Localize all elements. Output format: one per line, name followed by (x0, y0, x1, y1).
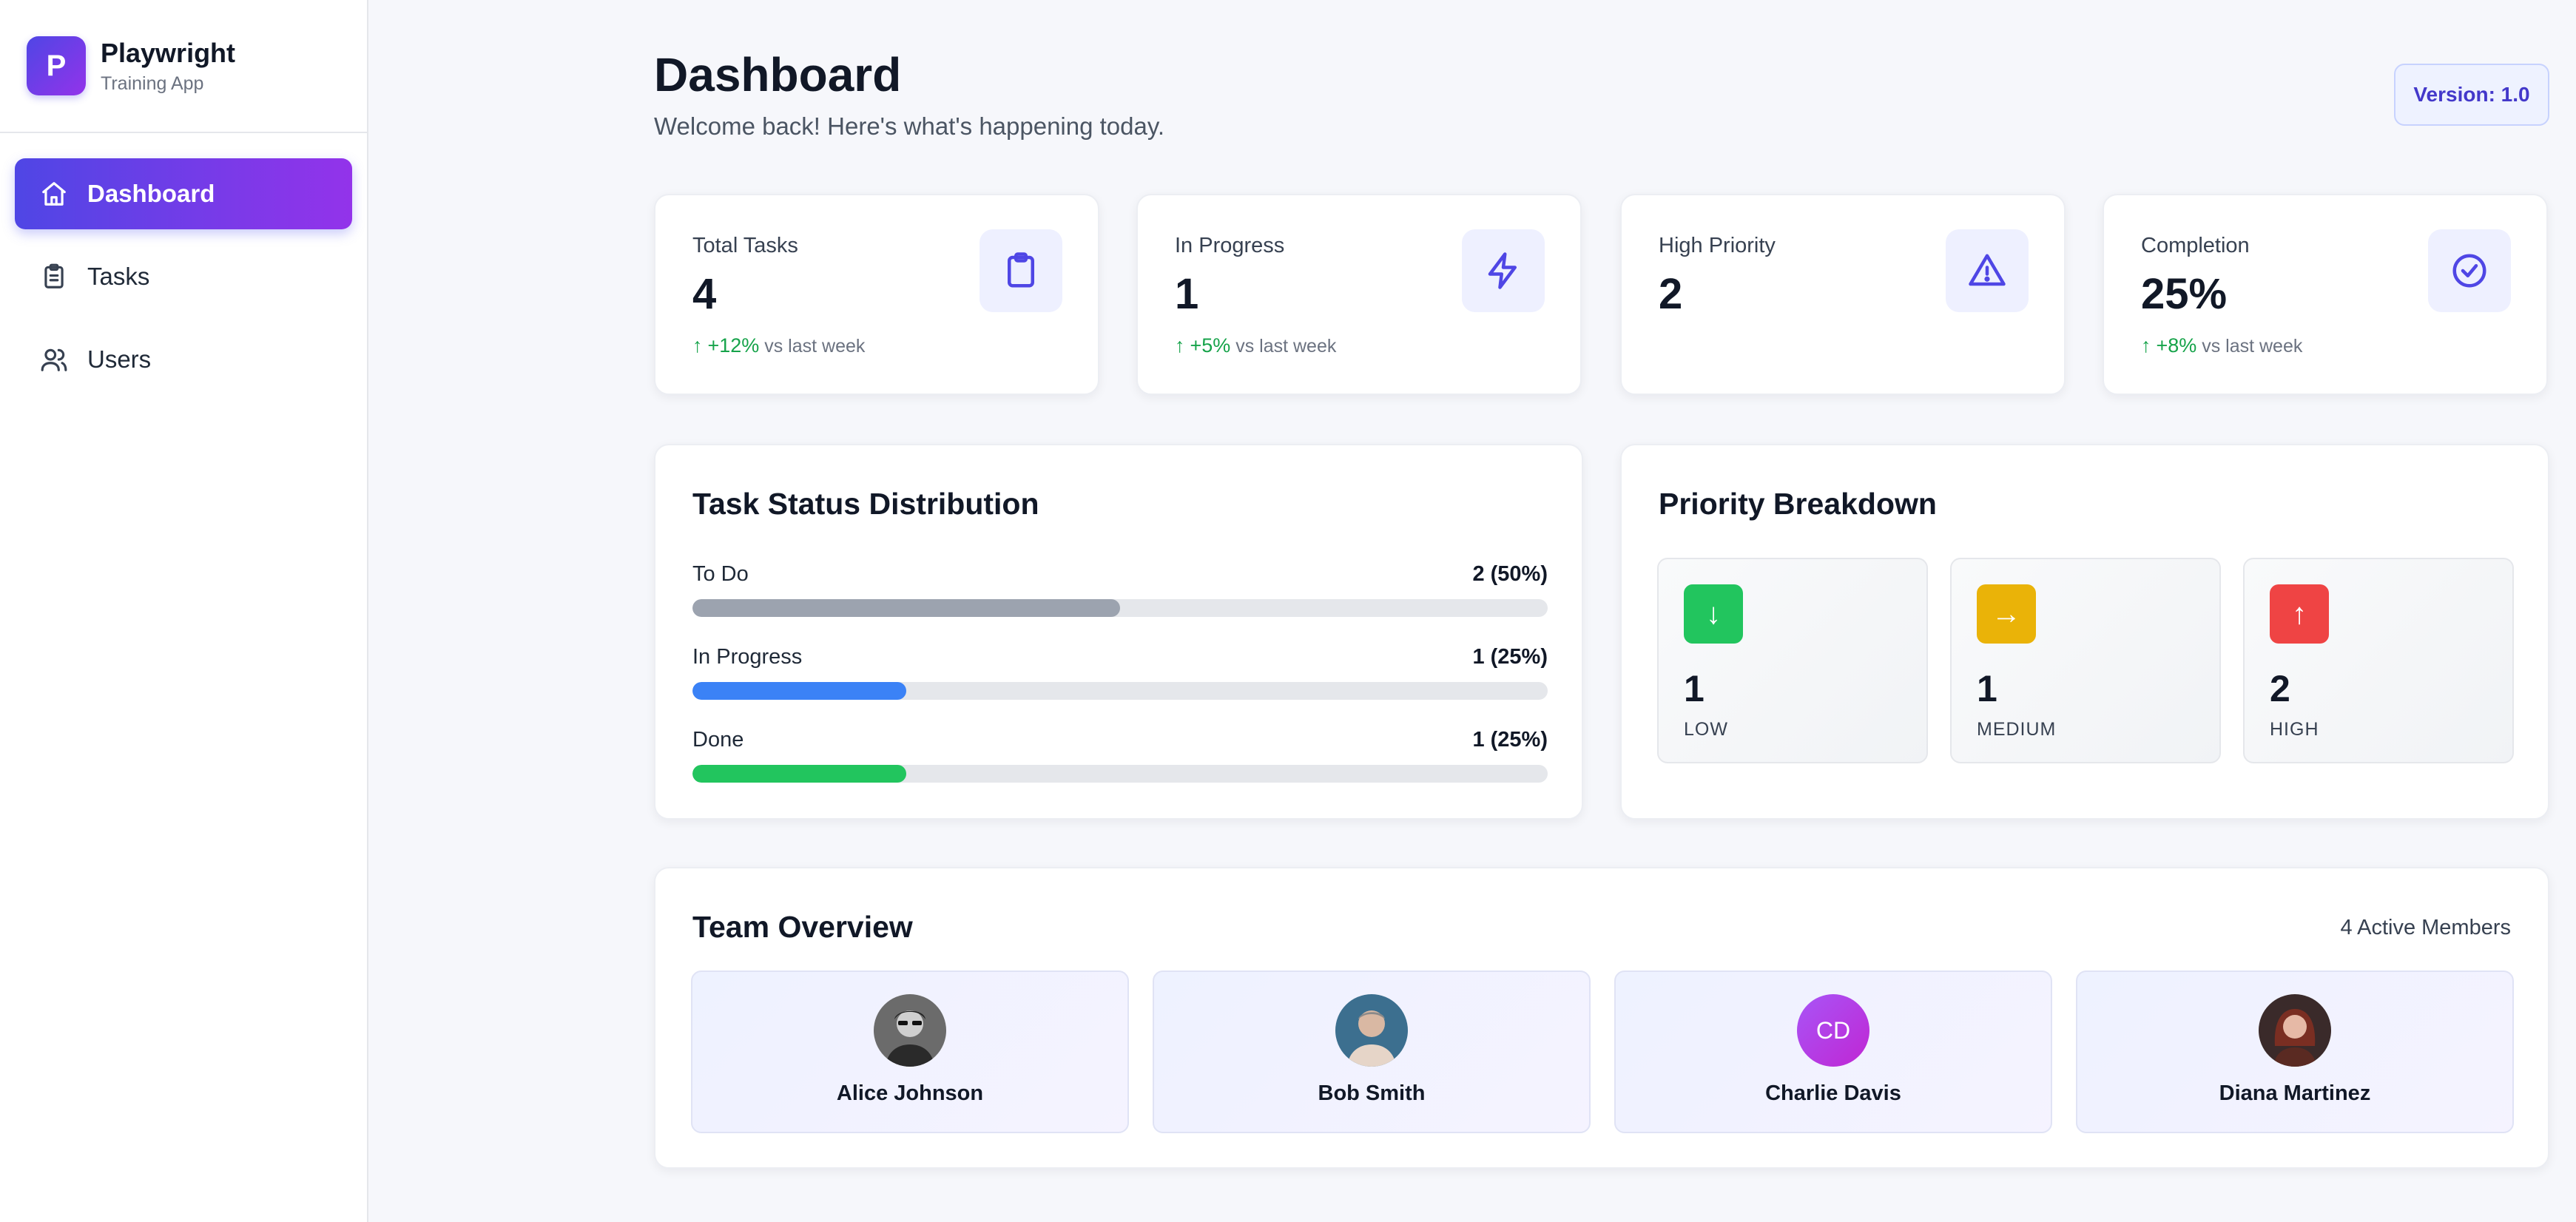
sidebar-nav: Dashboard Tasks Users (0, 133, 367, 432)
stat-label: Completion (2141, 234, 2250, 257)
panel-title: Team Overview (692, 910, 913, 944)
priority-count: 2 (2270, 668, 2290, 709)
priority-breakdown-panel: Priority Breakdown ↓ 1 LOW → 1 MEDIUM ↑ … (1620, 444, 2549, 820)
brand-title: Playwright (101, 37, 236, 68)
team-overview-panel: Team Overview 4 Active Members Alice Joh… (654, 867, 2549, 1169)
status-label: Done (692, 728, 744, 752)
main-content: Dashboard Welcome back! Here's what's ha… (654, 0, 2549, 1169)
team-member-card[interactable]: Bob Smith (1153, 970, 1591, 1133)
clipboard-icon (980, 229, 1062, 312)
progress-track (692, 765, 1548, 783)
progress-fill (692, 599, 1120, 617)
task-status-distribution-panel: Task Status Distribution To Do 2 (50%) I… (654, 444, 1583, 820)
priority-card-low: ↓ 1 LOW (1657, 558, 1928, 763)
progress-fill (692, 682, 906, 700)
page-header: Dashboard Welcome back! Here's what's ha… (654, 0, 2549, 194)
member-name: Alice Johnson (836, 1081, 984, 1105)
stat-label: In Progress (1175, 234, 1285, 257)
check-circle-icon (2428, 229, 2511, 312)
sidebar-item-users[interactable]: Users (15, 324, 352, 395)
stat-value: 2 (1659, 270, 1683, 318)
stat-trend: ↑ +5% vs last week (1175, 334, 1336, 357)
priority-count: 1 (1684, 668, 1705, 709)
version-badge: Version: 1.0 (2394, 64, 2549, 126)
sidebar-item-dashboard[interactable]: Dashboard (15, 158, 352, 229)
stat-value: 4 (692, 270, 717, 318)
clipboard-icon (44, 263, 64, 288)
avatar (2259, 994, 2331, 1067)
stat-label: Total Tasks (692, 234, 798, 257)
status-label: To Do (692, 562, 749, 586)
trend-value: +5% (1190, 334, 1231, 357)
brand-subtitle: Training App (101, 72, 204, 94)
stat-card-completion: Completion 25% ↑ +8% vs last week (2103, 194, 2548, 395)
avatar (874, 994, 946, 1067)
team-member-card[interactable]: Diana Martinez (2076, 970, 2514, 1133)
status-label: In Progress (692, 645, 803, 669)
priority-count: 1 (1977, 668, 1997, 709)
arrow-right-icon: → (1977, 584, 2036, 644)
page-title: Dashboard (654, 48, 902, 101)
member-name: Bob Smith (1318, 1081, 1426, 1105)
lightning-icon (1462, 229, 1545, 312)
trend-value: +8% (2156, 334, 2197, 357)
brand-logo: P (27, 36, 86, 95)
panel-title: Priority Breakdown (1659, 487, 1937, 521)
sidebar: P Playwright Training App Dashboard Task… (0, 0, 368, 1222)
status-row-todo: To Do 2 (50%) (692, 562, 1548, 617)
page-subtitle: Welcome back! Here's what's happening to… (654, 112, 1165, 140)
progress-track (692, 599, 1548, 617)
trend-suffix: vs last week (764, 336, 866, 357)
member-name: Diana Martinez (2219, 1081, 2371, 1105)
brand: P Playwright Training App (0, 0, 367, 133)
trend-suffix: vs last week (2202, 336, 2303, 357)
priority-label: LOW (1684, 719, 1728, 740)
active-members-count: 4 Active Members (2340, 916, 2511, 939)
stat-card-in-progress: In Progress 1 ↑ +5% vs last week (1136, 194, 1582, 395)
sidebar-item-label: Tasks (87, 263, 150, 290)
stat-card-high-priority: High Priority 2 (1620, 194, 2066, 395)
stat-label: High Priority (1659, 234, 1776, 257)
status-count: 1 (25%) (1472, 728, 1548, 752)
progress-fill (692, 765, 906, 783)
stat-trend: ↑ +12% vs last week (692, 334, 865, 357)
status-row-in-progress: In Progress 1 (25%) (692, 645, 1548, 700)
priority-card-medium: → 1 MEDIUM (1950, 558, 2221, 763)
warning-triangle-icon (1946, 229, 2029, 312)
sidebar-item-label: Users (87, 345, 152, 373)
stat-value: 1 (1175, 270, 1199, 318)
trend-up-icon: ↑ (692, 334, 703, 357)
arrow-up-icon: ↑ (2270, 584, 2329, 644)
avatar: CD (1797, 994, 1869, 1067)
priority-card-high: ↑ 2 HIGH (2243, 558, 2514, 763)
priority-label: MEDIUM (1977, 719, 2057, 740)
stat-value: 25% (2141, 270, 2228, 318)
arrow-down-icon: ↓ (1684, 584, 1743, 644)
member-name: Charlie Davis (1765, 1081, 1901, 1105)
users-icon (41, 348, 67, 371)
progress-track (692, 682, 1548, 700)
panel-title: Task Status Distribution (692, 487, 1039, 521)
sidebar-item-tasks[interactable]: Tasks (15, 241, 352, 312)
priority-label: HIGH (2270, 719, 2319, 740)
stat-card-total-tasks: Total Tasks 4 ↑ +12% vs last week (654, 194, 1099, 395)
trend-suffix: vs last week (1235, 336, 1337, 357)
team-member-card[interactable]: CD Charlie Davis (1614, 970, 2052, 1133)
status-count: 1 (25%) (1472, 645, 1548, 669)
trend-value: +12% (707, 334, 760, 357)
trend-up-icon: ↑ (2141, 334, 2151, 357)
status-count: 2 (50%) (1472, 562, 1548, 586)
trend-up-icon: ↑ (1175, 334, 1185, 357)
team-member-card[interactable]: Alice Johnson (691, 970, 1129, 1133)
stat-trend: ↑ +8% vs last week (2141, 334, 2302, 357)
sidebar-item-label: Dashboard (87, 180, 215, 207)
home-icon (42, 182, 66, 206)
status-row-done: Done 1 (25%) (692, 728, 1548, 783)
avatar (1335, 994, 1408, 1067)
